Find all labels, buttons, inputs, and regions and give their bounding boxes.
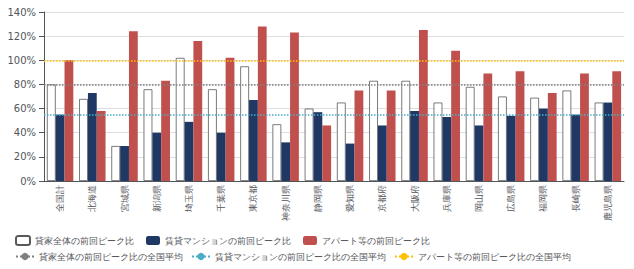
svg-text:賃貸マンションの前回ピーク比の全国平均: 賃貸マンションの前回ピーク比の全国平均 [215,252,386,262]
svg-text:東京都: 東京都 [248,185,258,212]
svg-text:アパート等の前回ピーク比: アパート等の前回ピーク比 [322,236,430,246]
svg-text:80%: 80% [14,79,36,90]
svg-text:全国計: 全国計 [55,185,65,212]
svg-text:北海道: 北海道 [87,185,97,212]
svg-text:広島県: 広島県 [506,185,516,212]
svg-text:60%: 60% [14,103,36,114]
svg-text:静岡県: 静岡県 [313,185,323,212]
svg-text:100%: 100% [7,55,36,66]
svg-text:貸家全体の前回ピーク比の全国平均: 貸家全体の前回ピーク比の全国平均 [39,252,183,262]
svg-text:20%: 20% [14,151,36,162]
svg-text:神奈川県: 神奈川県 [281,185,291,221]
svg-text:120%: 120% [7,31,36,42]
svg-text:賃貸マンションの前回ピーク比: 賃貸マンションの前回ピーク比 [165,236,291,246]
svg-text:鹿児島県: 鹿児島県 [603,185,613,221]
svg-text:0%: 0% [20,176,36,187]
svg-text:福岡県: 福岡県 [538,185,548,212]
svg-text:新潟県: 新潟県 [152,185,162,212]
svg-text:宮城県: 宮城県 [120,185,130,212]
svg-text:京都府: 京都府 [377,185,387,212]
svg-text:埼玉県: 埼玉県 [184,185,194,213]
svg-text:岡山県: 岡山県 [474,185,484,212]
svg-text:愛知県: 愛知県 [345,185,355,212]
svg-text:千葉県: 千葉県 [216,185,226,212]
svg-text:40%: 40% [14,127,36,138]
svg-text:兵庫県: 兵庫県 [442,185,452,212]
svg-text:長崎県: 長崎県 [571,185,581,212]
svg-text:アパート等の前回ピーク比の全国平均: アパート等の前回ピーク比の全国平均 [418,252,571,262]
svg-text:140%: 140% [7,7,36,18]
svg-text:貸家全体の前回ピーク比: 貸家全体の前回ピーク比 [35,236,134,246]
svg-text:大阪府: 大阪府 [410,185,420,212]
